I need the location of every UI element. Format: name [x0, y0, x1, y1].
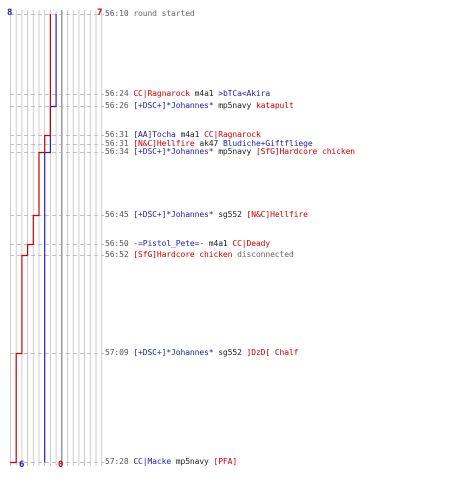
event-time: 56:31 — [105, 139, 134, 148]
event-row: 56:10 round started — [105, 9, 195, 19]
event-text: [+DSC+]*Johannes* — [133, 210, 214, 219]
event-time: 57:09 — [105, 348, 134, 357]
event-row: 56:24 CC|Ragnarock m4a1 >bTCa<Akira — [105, 89, 270, 99]
blue-start-score: 8 — [7, 8, 13, 18]
blue-end-score: 6 — [19, 460, 25, 470]
event-time: 56:24 — [105, 89, 134, 98]
event-row: 56:52 [SfG]Hardcore chicken disconnected — [105, 250, 294, 260]
graph-grid — [10, 10, 103, 466]
event-row: 56:31 [N&C]Hellfire ak47 Bludiche+Giftfl… — [105, 139, 313, 149]
event-text: [+DSC+]*Johannes* — [133, 101, 214, 110]
event-text: >bTCa<Akira — [218, 89, 271, 98]
event-text: mp5navy — [171, 457, 214, 466]
event-text: ]DzD[ Chalf — [246, 348, 299, 357]
event-text: [SfG]Hardcore chicken — [255, 147, 355, 156]
event-text: [SfG]Hardcore chicken — [133, 250, 233, 259]
event-text: CC|Deady — [232, 239, 271, 248]
event-row: 56:31 [AA]Tocha m4a1 CC|Ragnarock — [105, 130, 261, 140]
red-end-score: 0 — [58, 460, 64, 470]
event-text: round started — [133, 9, 195, 18]
event-text: ak47 — [194, 139, 223, 148]
event-text: sg552 — [213, 210, 247, 219]
event-time: 56:50 — [105, 239, 134, 248]
red-team-score-line — [9, 14, 51, 464]
event-row: 56:34 [+DSC+]*Johannes* mp5navy [SfG]Har… — [105, 147, 355, 157]
event-time: 56:31 — [105, 130, 134, 139]
event-text: CC|Macke — [133, 457, 172, 466]
event-text: m4a1 — [189, 89, 219, 98]
event-row: 57:28 CC|Macke mp5navy [PFA] — [105, 457, 237, 467]
event-text: -=Pistol_Pete=- — [133, 239, 205, 248]
event-text: [N&C]Hellfire — [246, 210, 308, 219]
event-text: mp5navy — [213, 147, 256, 156]
event-text: [+DSC+]*Johannes* — [133, 147, 214, 156]
event-text: Bludiche+Giftfliege — [222, 139, 313, 148]
event-text: [N&C]Hellfire — [133, 139, 195, 148]
event-row: 56:45 [+DSC+]*Johannes* sg552 [N&C]Hellf… — [105, 210, 308, 220]
event-row: 57:09 [+DSC+]*Johannes* sg552 ]DzD[ Chal… — [105, 348, 299, 358]
red-start-score: 7 — [97, 8, 103, 18]
event-text: [AA]Tocha — [133, 130, 176, 139]
event-text: [PFA] — [213, 457, 238, 466]
event-time: 56:45 — [105, 210, 134, 219]
event-text: m4a1 — [204, 239, 233, 248]
event-text: katapult — [255, 101, 294, 110]
event-row: 56:50 -=Pistol_Pete=- m4a1 CC|Deady — [105, 239, 270, 249]
event-time: 56:34 — [105, 147, 134, 156]
team-score-lines — [9, 14, 57, 464]
event-text: CC|Ragnarock — [133, 89, 190, 98]
event-text: sg552 — [213, 348, 247, 357]
event-text: [+DSC+]*Johannes* — [133, 348, 214, 357]
event-time: 56:26 — [105, 101, 134, 110]
event-time: 56:52 — [105, 250, 134, 259]
event-text: CC|Ragnarock — [204, 130, 261, 139]
event-row: 56:26 [+DSC+]*Johannes* mp5navy katapult — [105, 101, 294, 111]
event-time: 56:10 — [105, 9, 134, 18]
event-text: mp5navy — [213, 101, 256, 110]
event-dash-lines — [10, 14, 104, 463]
event-text: m4a1 — [175, 130, 205, 139]
event-time: 57:28 — [105, 457, 134, 466]
event-text: disconnected — [232, 250, 294, 259]
